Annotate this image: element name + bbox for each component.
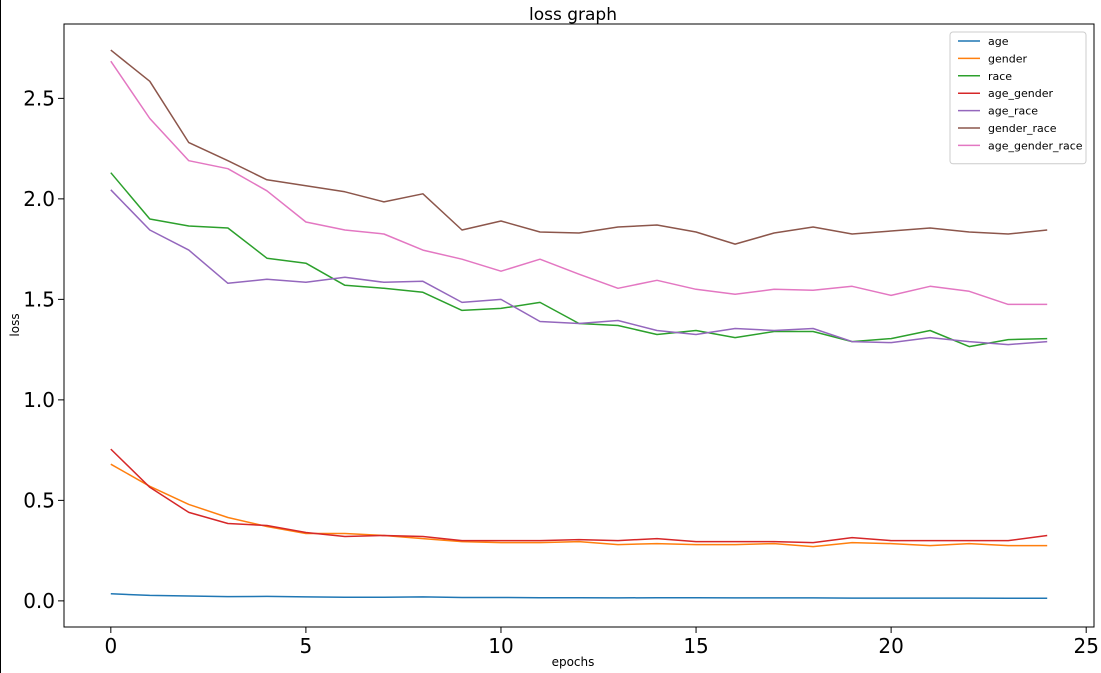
legend-label-age_race: age_race xyxy=(988,105,1038,118)
series-line-age xyxy=(110,593,1048,600)
x-axis: 0 5 10 15 20 25 xyxy=(104,627,1099,658)
legend: age gender race age_gender age_race gender_ra… xyxy=(949,31,1087,165)
x-tick-label: 15 xyxy=(683,634,708,658)
y-tick-label: 2.5 xyxy=(23,86,55,110)
legend-label-gender_race: gender_race xyxy=(988,122,1057,135)
series-line-age_gender_race xyxy=(110,60,1048,306)
legend-label-race: race xyxy=(988,70,1012,83)
y-tick-label: 1.0 xyxy=(23,388,55,412)
legend-label-age_gender_race: age_gender_race xyxy=(988,139,1083,152)
y-tick-label: 2.0 xyxy=(23,187,55,211)
series-line-age_gender xyxy=(110,448,1048,544)
x-axis-label: epochs xyxy=(552,655,595,669)
series-layer xyxy=(110,49,1048,600)
x-tick-label: 0 xyxy=(104,634,117,658)
chart-title: loss graph xyxy=(529,5,617,25)
series-line-race xyxy=(110,172,1048,348)
y-axis-label: loss xyxy=(8,313,22,336)
x-tick-label: 5 xyxy=(300,634,313,658)
y-axis: 0.0 0.5 1.0 1.5 2.0 2.5 xyxy=(23,86,64,613)
x-tick-label: 25 xyxy=(1073,634,1098,658)
legend-box xyxy=(949,31,1087,165)
series-line-age_race xyxy=(110,189,1048,346)
legend-label-age: age xyxy=(988,35,1009,48)
series-line-gender xyxy=(110,463,1048,548)
x-tick-label: 20 xyxy=(878,634,903,658)
plot-area xyxy=(63,23,1095,628)
legend-label-age_gender: age_gender xyxy=(988,87,1053,100)
y-tick-label: 1.5 xyxy=(23,287,55,311)
y-tick-label: 0.5 xyxy=(23,488,55,512)
y-tick-label: 0.0 xyxy=(23,589,55,613)
legend-label-gender: gender xyxy=(988,52,1027,65)
series-line-gender_race xyxy=(110,49,1048,245)
x-tick-label: 10 xyxy=(488,634,513,658)
